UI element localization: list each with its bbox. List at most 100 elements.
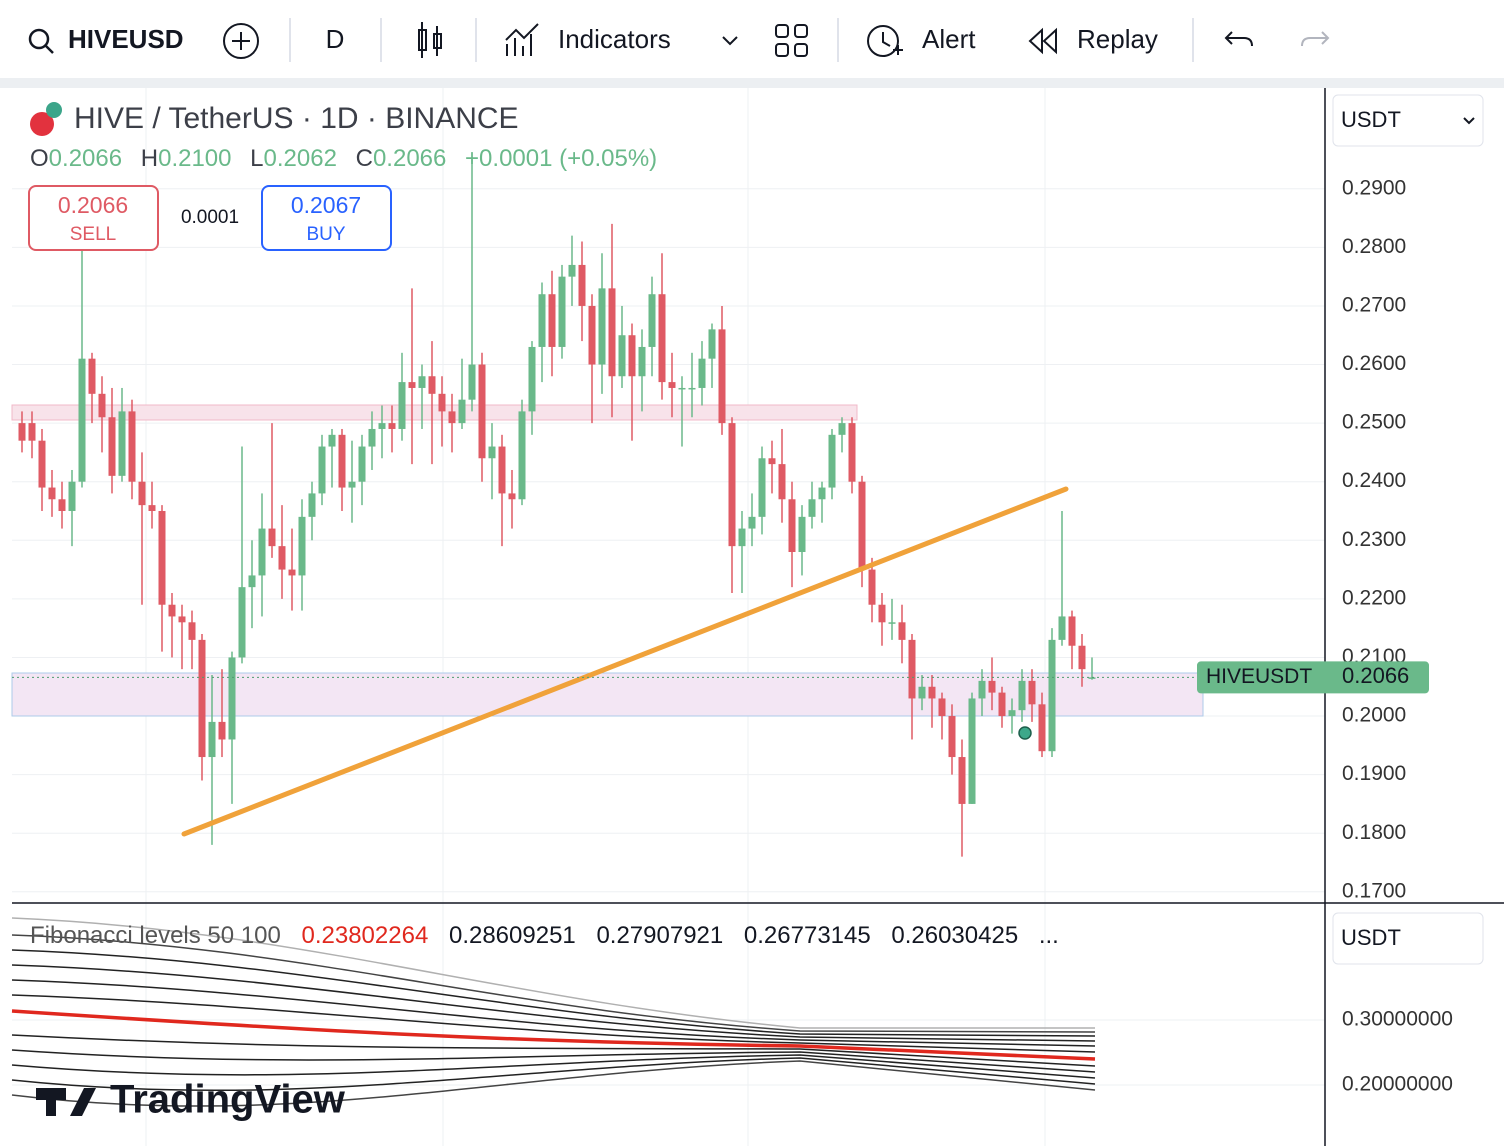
candle-body [848,423,856,482]
candle-body [208,721,216,758]
toolbar: HIVEUSD D Indicators Alert Replay [0,18,1504,88]
chart-type[interactable] [418,22,442,58]
replay-button[interactable]: Replay [1028,24,1158,55]
candle-body [708,329,716,359]
symbol[interactable]: HIVEUSD [68,24,184,54]
y-tick-label: 0.30000000 [1342,1008,1453,1031]
candle-body [58,499,66,511]
candle-body [958,757,966,804]
toolbar-divider [0,78,1504,88]
candle-body [978,680,986,699]
indicator-currency-label[interactable]: USDT [1341,925,1401,950]
trend-line [181,486,1069,837]
candle-body [888,622,896,624]
indicators-label[interactable]: Indicators [558,24,671,54]
layouts[interactable] [775,24,808,57]
interval[interactable]: D [326,24,345,54]
candle-body [28,423,36,441]
buy-button[interactable]: 0.2067 BUY [261,185,392,251]
indicator-currency[interactable]: USDT [1332,912,1484,965]
candle-body [758,458,766,517]
brand: TradingView [36,1078,346,1122]
y-tick-label: 0.2900 [1342,176,1406,199]
candle-body [918,686,926,699]
alert-label[interactable]: Alert [922,24,976,54]
candle-body [68,481,76,511]
ohlc-legend: O0.2066 H0.2100 L0.2062 C0.2066 +0.0001 … [30,145,657,172]
currency[interactable]: USDT [1341,107,1401,132]
price-axis [1325,88,1504,1146]
fibonacci-lines [11,917,1096,1107]
candle-body [158,510,166,605]
candle-body [288,569,296,576]
candle-body [808,499,816,517]
candle-body [1038,704,1046,752]
legend-key: L [250,145,263,172]
candle-body [188,622,196,640]
y-tick-label: 0.2400 [1342,469,1406,492]
candle-body [458,399,466,424]
buy-label[interactable]: BUY [306,224,345,245]
brand-name: TradingView [110,1078,346,1122]
legend-change: +0.0001 (+0.05%) [465,145,657,172]
spread: 0.0001 [181,207,239,228]
candle-body [858,481,866,570]
candle-body [498,446,506,494]
candle-body [778,464,786,500]
legend-key: O [30,145,49,172]
candle-body [568,264,576,277]
candle-body [738,528,746,547]
candle-body [938,698,946,717]
candle-body [488,446,496,459]
candle-body [878,604,886,623]
candle-body [838,423,846,435]
candle-body [388,423,396,429]
candle-body [478,364,486,459]
candle-body [788,499,796,552]
y-tick-label: 0.1700 [1342,879,1406,902]
redo[interactable] [1301,31,1330,47]
currency-select[interactable]: USDT [1332,94,1484,147]
candle-body [818,487,826,500]
candle-body [1068,616,1076,646]
indicators-button[interactable]: Indicators [505,23,738,56]
last-price-symbol: HIVEUSDT [1206,665,1312,688]
candle-body [418,376,426,388]
sell-price[interactable]: 0.2066 [58,192,128,218]
candle-body [268,528,276,547]
candle-body [98,393,106,418]
candle-body [148,505,156,511]
indicator-more: ... [1039,922,1059,949]
undo[interactable] [1224,31,1253,47]
last-price-label: HIVEUSDT 0.2066 [1197,661,1429,694]
candle-body [968,698,976,804]
symbol-logo-badge [46,102,62,118]
candle-body [658,294,666,383]
candle-body [428,376,436,394]
chart-title: HIVE / TetherUS · 1D · BINANCE [74,102,519,135]
indicator-value: 0.28609251 [449,922,576,949]
add-symbol[interactable] [223,23,259,59]
candle-body [518,411,526,500]
buy-price[interactable]: 0.2067 [291,192,361,218]
sell-button[interactable]: 0.2066 SELL [28,185,159,251]
candle-body [328,434,336,447]
indicator-value: 0.26030425 [891,922,1018,949]
alert-button[interactable]: Alert [867,24,976,57]
indicator-axis: 0.20000000 0.30000000 [1342,1008,1453,1096]
candle-body [228,657,236,740]
y-tick-label: 0.2500 [1342,411,1406,434]
last-price-box [1197,661,1429,694]
candle-body [908,639,916,699]
last-price-value: 0.2066 [1342,663,1409,688]
symbol-search[interactable]: HIVEUSD [28,24,184,54]
sell-label[interactable]: SELL [70,224,116,245]
candle-body [468,364,476,400]
replay-label[interactable]: Replay [1077,24,1158,54]
y-tick-label: 0.20000000 [1342,1073,1453,1096]
candle-body [628,335,636,377]
legend-value: 0.2100 [158,145,231,172]
y-tick-label: 0.2600 [1342,352,1406,375]
candle-body [868,569,876,605]
